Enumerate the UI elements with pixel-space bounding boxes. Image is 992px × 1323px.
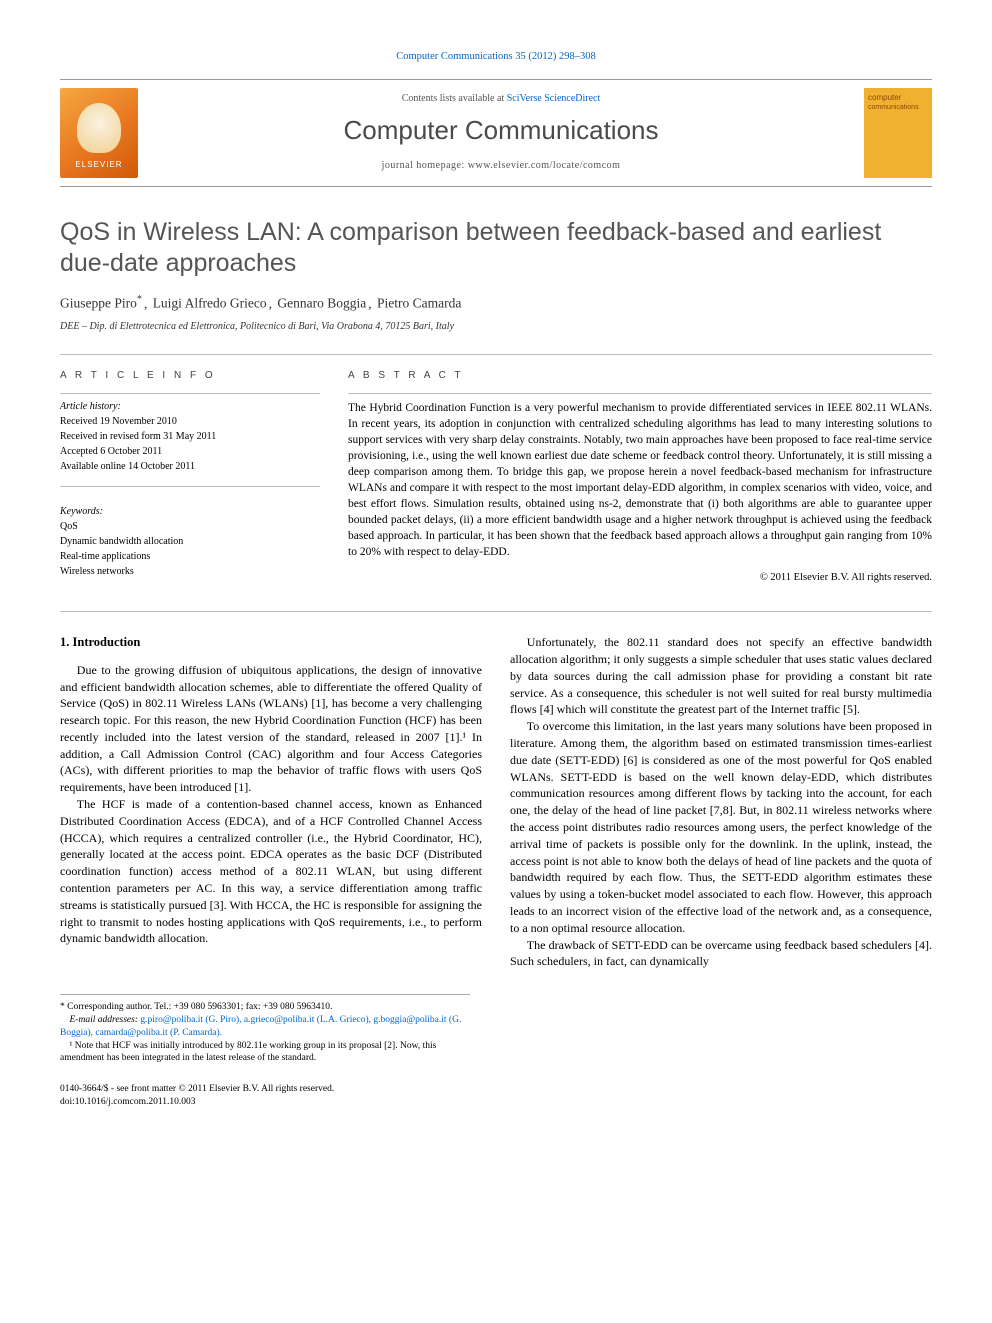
corr-marker: *	[137, 294, 142, 305]
abstract-heading: A B S T R A C T	[348, 369, 932, 383]
body-para-4: The drawback of SETT-EDD can be overcame…	[510, 937, 932, 971]
keyword-2: Real-time applications	[60, 550, 320, 564]
contents-line: Contents lists available at SciVerse Sci…	[152, 92, 850, 106]
history-accepted: Accepted 6 October 2011	[60, 445, 320, 459]
author-3: Pietro Camarda	[377, 296, 461, 311]
homepage-prefix: journal homepage:	[382, 160, 468, 171]
article-info-heading: A R T I C L E I N F O	[60, 369, 320, 383]
body-para-0: Due to the growing diffusion of ubiquito…	[60, 662, 482, 796]
keyword-3: Wireless networks	[60, 565, 320, 579]
history-block: Article history: Received 19 November 20…	[60, 393, 320, 474]
page-container: Computer Communications 35 (2012) 298–30…	[0, 0, 992, 1149]
author-2: Gennaro Boggia	[277, 296, 366, 311]
body-para-2: Unfortunately, the 802.11 standard does …	[510, 634, 932, 718]
emails-label: E-mail addresses:	[70, 1015, 141, 1025]
history-label: Article history:	[60, 400, 320, 414]
issn-line: 0140-3664/$ - see front matter © 2011 El…	[60, 1083, 932, 1096]
contents-prefix: Contents lists available at	[402, 93, 507, 104]
abstract-body: The Hybrid Coordination Function is a ve…	[348, 393, 932, 586]
keywords-label: Keywords:	[60, 505, 320, 519]
footnotes-block: * Corresponding author. Tel.: +39 080 59…	[60, 994, 470, 1065]
journal-homepage: journal homepage: www.elsevier.com/locat…	[152, 159, 850, 173]
history-revised: Received in revised form 31 May 2011	[60, 430, 320, 444]
copyright-line: © 2011 Elsevier B.V. All rights reserved…	[348, 571, 932, 586]
abstract-block: A B S T R A C T The Hybrid Coordination …	[348, 369, 932, 586]
authors-line: Giuseppe Piro*, Luigi Alfredo Grieco, Ge…	[60, 293, 932, 313]
publisher-logo: ELSEVIER	[60, 88, 138, 178]
keyword-0: QoS	[60, 520, 320, 534]
corresponding-author-note: * Corresponding author. Tel.: +39 080 59…	[60, 1001, 470, 1014]
footnote-1: ¹ Note that HCF was initially introduced…	[60, 1040, 470, 1066]
doi-line: doi:10.1016/j.comcom.2011.10.003	[60, 1096, 932, 1109]
info-abstract-row: A R T I C L E I N F O Article history: R…	[60, 354, 932, 586]
cover-title: computer	[868, 92, 928, 103]
footer-meta: 0140-3664/$ - see front matter © 2011 El…	[60, 1083, 932, 1109]
article-title: QoS in Wireless LAN: A comparison betwee…	[60, 217, 932, 280]
author-0: Giuseppe Piro	[60, 296, 137, 311]
emails-note: E-mail addresses: g.piro@poliba.it (G. P…	[60, 1014, 470, 1040]
article-info-block: A R T I C L E I N F O Article history: R…	[60, 369, 320, 586]
body-two-column: 1. Introduction Due to the growing diffu…	[60, 634, 932, 970]
author-1: Luigi Alfredo Grieco	[153, 296, 267, 311]
history-received: Received 19 November 2010	[60, 415, 320, 429]
body-para-1: The HCF is made of a contention-based ch…	[60, 796, 482, 947]
keywords-block: Keywords: QoS Dynamic bandwidth allocati…	[60, 486, 320, 579]
homepage-url: www.elsevier.com/locate/comcom	[468, 160, 621, 171]
masthead: ELSEVIER Contents lists available at Sci…	[60, 79, 932, 187]
elsevier-tree-icon	[77, 103, 121, 153]
affiliation: DEE – Dip. di Elettrotecnica ed Elettron…	[60, 320, 932, 334]
history-online: Available online 14 October 2011	[60, 460, 320, 474]
sciencedirect-link[interactable]: SciVerse ScienceDirect	[507, 93, 601, 104]
cover-subtitle: communications	[868, 103, 928, 113]
journal-name: Computer Communications	[152, 112, 850, 148]
abstract-text: The Hybrid Coordination Function is a ve…	[348, 400, 932, 561]
masthead-center: Contents lists available at SciVerse Sci…	[152, 92, 850, 172]
publisher-name: ELSEVIER	[75, 159, 122, 170]
section-1-heading: 1. Introduction	[60, 634, 482, 652]
section-divider	[60, 611, 932, 612]
journal-reference: Computer Communications 35 (2012) 298–30…	[60, 50, 932, 65]
keyword-1: Dynamic bandwidth allocation	[60, 535, 320, 549]
journal-cover-thumb: computer communications	[864, 88, 932, 178]
body-para-3: To overcome this limitation, in the last…	[510, 718, 932, 936]
